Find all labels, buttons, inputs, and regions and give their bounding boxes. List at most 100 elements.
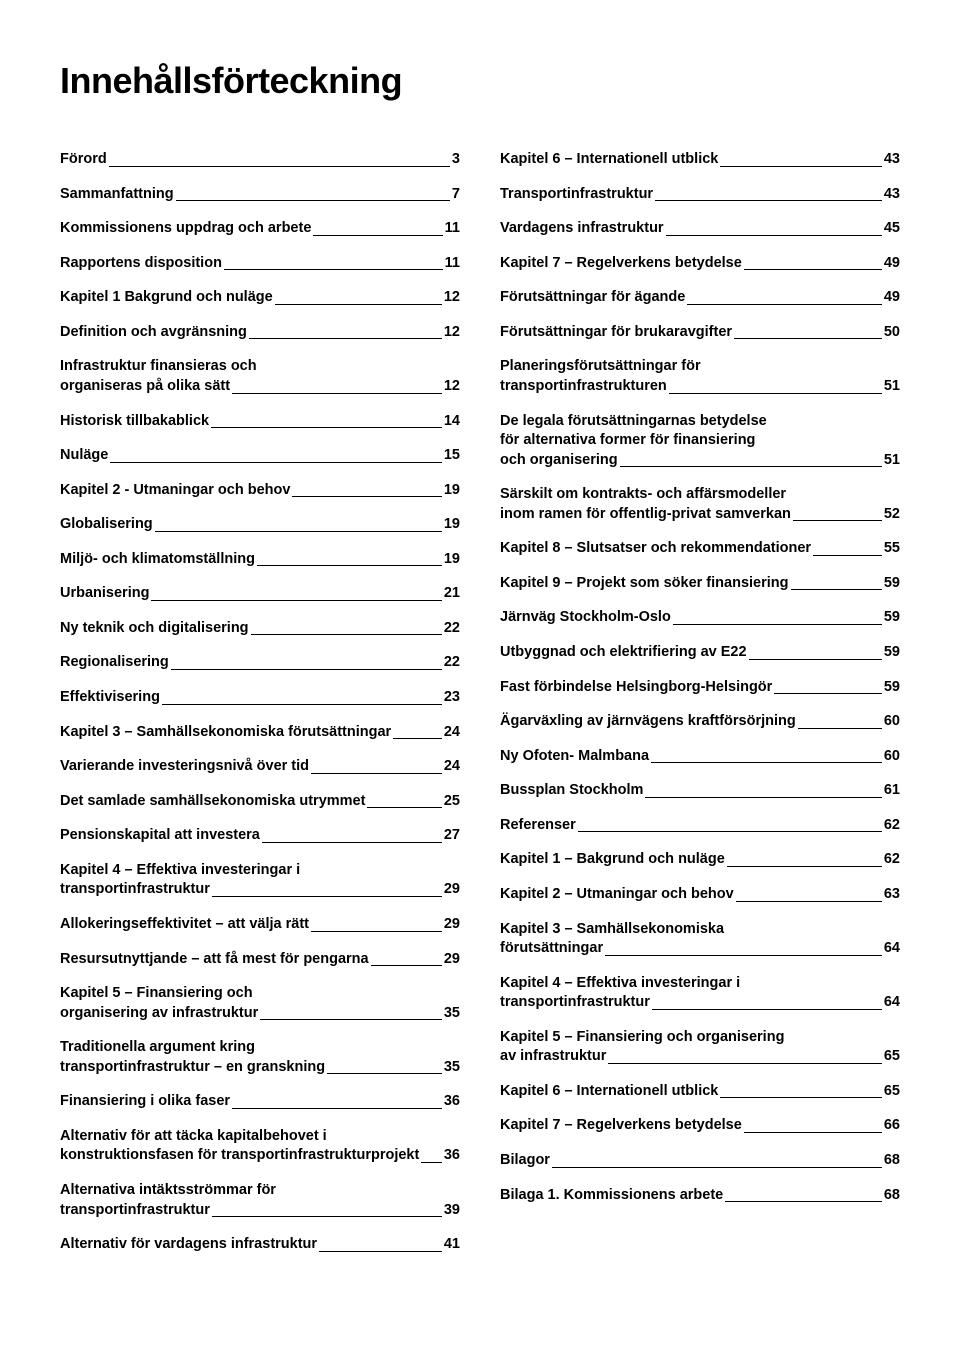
toc-page-number: 25 [444, 792, 460, 812]
toc-page-number: 62 [884, 816, 900, 836]
toc-label: Bilagor [500, 1151, 550, 1171]
toc-label: Bilaga 1. Kommissionens arbete [500, 1186, 723, 1206]
toc-label: Miljö- och klimatomställning [60, 550, 255, 570]
toc-leader [652, 1009, 882, 1010]
toc-leader [736, 901, 882, 902]
toc-leader [651, 762, 882, 763]
toc-label-line: Infrastruktur finansieras och [60, 357, 460, 377]
toc-label: Ägarväxling av järnvägens kraftförsörjni… [500, 712, 796, 732]
toc-leader [666, 235, 882, 236]
toc-leader [311, 773, 442, 774]
toc-leader [421, 1162, 442, 1163]
toc-label-line: De legala förutsättningarnas betydelse [500, 412, 900, 432]
toc-page-number: 24 [444, 723, 460, 743]
toc-page-number: 11 [445, 219, 460, 239]
toc-entry: Kapitel 5 – Finansiering och organiserin… [500, 1028, 900, 1067]
toc-page-number: 24 [444, 757, 460, 777]
toc-entry: Allokeringseffektivitet – att välja rätt… [60, 915, 460, 935]
toc-entry: Kapitel 2 - Utmaningar och behov19 [60, 481, 460, 501]
toc-entry: Alternativ för vardagens infrastruktur41 [60, 1235, 460, 1255]
toc-label: Bussplan Stockholm [500, 781, 643, 801]
page-title: Innehållsförteckning [60, 60, 900, 102]
toc-label: Förord [60, 150, 107, 170]
toc-entry: Regionalisering22 [60, 653, 460, 673]
toc-label: Förutsättningar för ägande [500, 288, 685, 308]
toc-label: Vardagens infrastruktur [500, 219, 664, 239]
toc-label: Kapitel 8 – Slutsatser och rekommendatio… [500, 539, 811, 559]
toc-leader [155, 531, 442, 532]
toc-entry: Kapitel 9 – Projekt som söker finansieri… [500, 574, 900, 594]
toc-page-number: 43 [884, 185, 900, 205]
toc-label: Historisk tillbakablick [60, 412, 209, 432]
toc-leader [725, 1201, 882, 1202]
toc-leader [249, 338, 442, 339]
toc-entry: Globalisering19 [60, 515, 460, 535]
toc-page-number: 60 [884, 712, 900, 732]
toc-label: Utbyggnad och elektrifiering av E22 [500, 643, 747, 663]
toc-page-number: 19 [444, 550, 460, 570]
toc-page-number: 51 [884, 451, 900, 471]
toc-label: Transportinfrastruktur [500, 185, 653, 205]
toc-leader [327, 1073, 442, 1074]
toc-entry: Effektivisering23 [60, 688, 460, 708]
toc-label: Effektivisering [60, 688, 160, 708]
toc-label: transportinfrastruktur [60, 1201, 210, 1221]
toc-leader [655, 200, 882, 201]
toc-label: Pensionskapital att investera [60, 826, 260, 846]
toc-page-number: 63 [884, 885, 900, 905]
toc-entry: De legala förutsättningarnas betydelsefö… [500, 412, 900, 471]
toc-page-number: 64 [884, 993, 900, 1013]
toc-leader [687, 304, 882, 305]
toc-entry: Infrastruktur finansieras ochorganiseras… [60, 357, 460, 396]
toc-entry: Alternativa intäktsströmmar förtransport… [60, 1181, 460, 1220]
toc-entry: Alternativ för att täcka kapitalbehovet … [60, 1127, 460, 1166]
toc-page-number: 59 [884, 643, 900, 663]
toc-leader [608, 1063, 881, 1064]
toc-entry: Kapitel 3 – Samhällsekonomiskaförutsättn… [500, 920, 900, 959]
toc-leader [749, 659, 882, 660]
toc-page-number: 49 [884, 254, 900, 274]
toc-label-line: Särskilt om kontrakts- och affärsmodelle… [500, 485, 900, 505]
toc-entry: Kapitel 5 – Finansiering ochorganisering… [60, 984, 460, 1023]
toc-page-number: 3 [452, 150, 460, 170]
toc-entry: Traditionella argument kringtransportinf… [60, 1038, 460, 1077]
toc-leader [232, 1108, 442, 1109]
toc-entry: Ägarväxling av järnvägens kraftförsörjni… [500, 712, 900, 732]
toc-label: Järnväg Stockholm-Oslo [500, 608, 671, 628]
toc-page-number: 36 [444, 1146, 460, 1166]
toc-page-number: 60 [884, 747, 900, 767]
toc-entry: Särskilt om kontrakts- och affärsmodelle… [500, 485, 900, 524]
toc-label: Det samlade samhällsekonomiska utrymmet [60, 792, 365, 812]
toc-leader [791, 589, 882, 590]
toc-leader [620, 466, 882, 467]
toc-left-column: Förord3Sammanfattning7Kommissionens uppd… [60, 150, 460, 1270]
toc-page-number: 12 [444, 377, 460, 397]
toc-label: Rapportens disposition [60, 254, 222, 274]
toc-label: Referenser [500, 816, 576, 836]
toc-leader [292, 496, 441, 497]
toc-leader [257, 565, 442, 566]
toc-entry: Kapitel 1 – Bakgrund och nuläge62 [500, 850, 900, 870]
toc-page-number: 50 [884, 323, 900, 343]
toc-page-number: 14 [444, 412, 460, 432]
toc-page-number: 64 [884, 939, 900, 959]
toc-leader [744, 1132, 882, 1133]
toc-leader [720, 1097, 882, 1098]
toc-page-number: 52 [884, 505, 900, 525]
toc-entry: Järnväg Stockholm-Oslo59 [500, 608, 900, 628]
toc-label: Ny Ofoten- Malmbana [500, 747, 649, 767]
toc-entry: Varierande investeringsnivå över tid24 [60, 757, 460, 777]
toc-page-number: 29 [444, 880, 460, 900]
toc-label: Fast förbindelse Helsingborg-Helsingör [500, 678, 772, 698]
toc-leader [734, 338, 882, 339]
toc-entry: Kapitel 7 – Regelverkens betydelse66 [500, 1116, 900, 1136]
toc-entry: Utbyggnad och elektrifiering av E22 59 [500, 643, 900, 663]
toc-label: transportinfrastrukturen [500, 377, 667, 397]
toc-page-number: 22 [444, 619, 460, 639]
toc-page-number: 65 [884, 1082, 900, 1102]
toc-leader [744, 269, 882, 270]
toc-leader [673, 624, 882, 625]
toc-label: Regionalisering [60, 653, 169, 673]
toc-label: Kapitel 7 – Regelverkens betydelse [500, 254, 742, 274]
toc-page-number: 59 [884, 574, 900, 594]
